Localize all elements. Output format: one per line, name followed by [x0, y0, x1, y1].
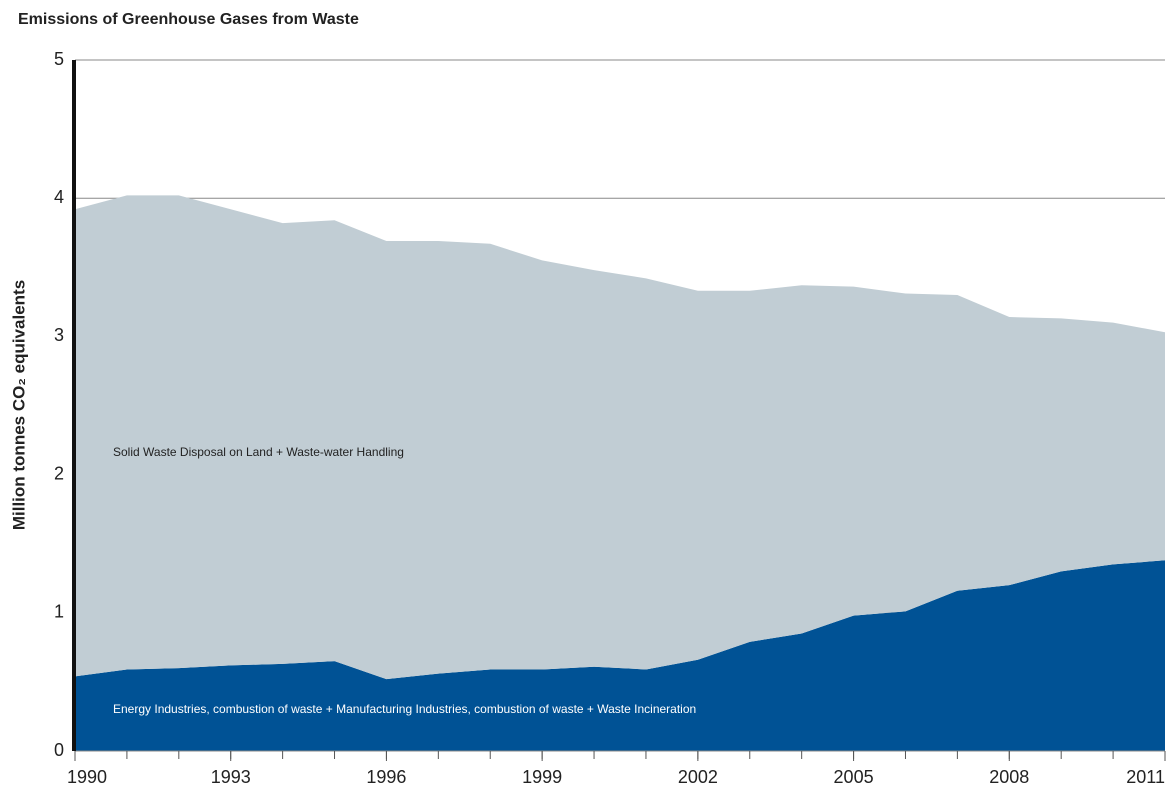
x-tick-label: 2002 — [678, 767, 718, 787]
x-tick-label: 1993 — [211, 767, 251, 787]
x-tick-label: 2011 — [1126, 767, 1165, 787]
y-tick-label: 4 — [54, 187, 64, 207]
y-tick-label: 3 — [54, 325, 64, 345]
x-tick-label: 1990 — [67, 767, 107, 787]
chart-title: Emissions of Greenhouse Gases from Waste — [18, 11, 359, 28]
x-tick-label: 2008 — [989, 767, 1029, 787]
y-tick-label: 0 — [54, 740, 64, 760]
y-tick-label: 2 — [54, 463, 64, 483]
y-tick-label: 5 — [54, 49, 64, 69]
series-label: Solid Waste Disposal on Land + Waste-wat… — [113, 445, 404, 459]
area — [75, 560, 1165, 751]
x-tick-label: 1999 — [522, 767, 562, 787]
x-tick-label: 2005 — [834, 767, 874, 787]
area — [75, 195, 1165, 680]
series-label: Energy Industries, combustion of waste +… — [113, 702, 696, 716]
y-tick-label: 1 — [54, 602, 64, 622]
y-axis-label: Million tonnes CO₂ equivalents — [9, 280, 28, 530]
x-tick-label: 1996 — [366, 767, 406, 787]
